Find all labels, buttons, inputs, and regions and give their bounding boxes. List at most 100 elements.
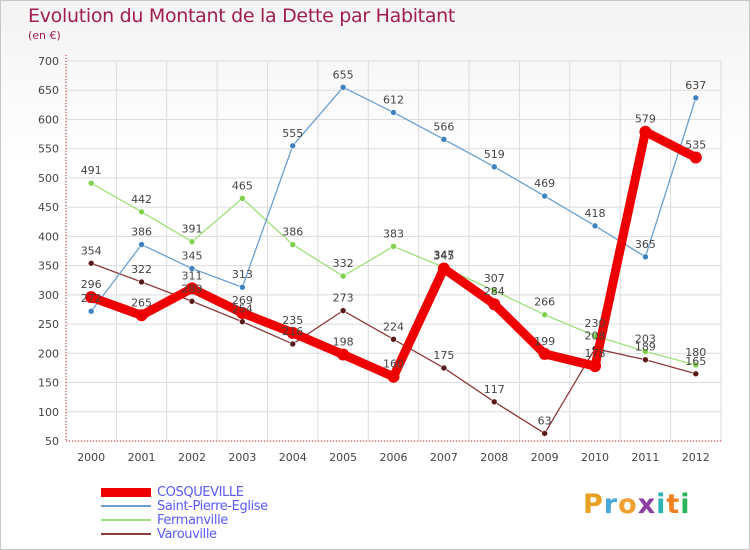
proxiti-logo: Proxiti xyxy=(583,489,691,520)
data-point xyxy=(387,370,400,383)
data-point xyxy=(188,238,196,245)
data-point xyxy=(390,335,397,343)
data-point xyxy=(185,282,198,295)
legend-swatch-saint-pierre-eglise xyxy=(101,505,151,507)
legend-swatch-cosqueville xyxy=(101,487,151,497)
y-tick-label: 700 xyxy=(38,55,59,68)
data-point xyxy=(440,364,448,372)
data-label: 272 xyxy=(81,292,102,305)
y-tick-label: 600 xyxy=(38,113,59,126)
logo-letter: P xyxy=(583,489,604,520)
data-point xyxy=(339,272,347,280)
data-point xyxy=(390,109,397,116)
y-tick-label: 350 xyxy=(38,260,59,273)
data-label: 117 xyxy=(484,383,505,396)
data-point xyxy=(87,307,95,315)
data-point xyxy=(339,84,347,91)
data-label: 469 xyxy=(534,177,555,190)
data-point xyxy=(490,287,498,295)
data-point xyxy=(87,259,95,267)
x-tick-label: 2004 xyxy=(279,451,307,464)
y-tick-label: 650 xyxy=(38,84,59,97)
data-point xyxy=(87,179,95,187)
data-label: 296 xyxy=(81,278,102,291)
x-tick-label: 2012 xyxy=(682,451,710,464)
data-point xyxy=(541,311,548,319)
data-label: 289 xyxy=(181,282,202,295)
legend-label-saint-pierre-eglise: Saint-Pierre-Eglise xyxy=(157,498,268,514)
data-label: 208 xyxy=(585,330,606,343)
logo-letter: r xyxy=(603,489,619,520)
data-point xyxy=(286,326,299,339)
data-label: 224 xyxy=(383,320,404,333)
data-label: 332 xyxy=(333,257,354,270)
x-tick-label: 2001 xyxy=(128,451,156,464)
data-point xyxy=(138,241,145,248)
data-label: 178 xyxy=(585,347,606,360)
data-label: 612 xyxy=(383,93,404,106)
data-label: 391 xyxy=(181,223,202,236)
data-point xyxy=(390,243,397,250)
legend-label-cosqueville: COSQUEVILLE xyxy=(157,484,244,500)
data-point xyxy=(642,253,649,261)
logo-letter: x xyxy=(637,489,657,520)
y-tick-label: 400 xyxy=(38,230,59,243)
legend-swatch-fermanville xyxy=(101,519,151,521)
data-point xyxy=(440,136,448,143)
data-label: 386 xyxy=(131,226,152,239)
data-point xyxy=(236,306,249,319)
y-tick-label: 300 xyxy=(38,289,59,302)
data-point xyxy=(437,262,450,275)
legend-item-varouville: Varouville xyxy=(101,526,268,542)
data-label: 284 xyxy=(484,285,505,298)
data-point xyxy=(642,356,649,364)
data-point xyxy=(490,398,498,406)
data-label: 63 xyxy=(538,414,552,427)
data-label: 216 xyxy=(282,325,303,338)
y-tick-label: 450 xyxy=(38,201,59,214)
data-point xyxy=(135,309,148,322)
chart-unit-subtitle: (en €) xyxy=(28,29,61,42)
legend-label-varouville: Varouville xyxy=(157,526,217,542)
data-label: 555 xyxy=(282,127,303,140)
chart-title: Evolution du Montant de la Dette par Hab… xyxy=(28,5,456,27)
data-label: 189 xyxy=(635,341,656,354)
data-point xyxy=(689,151,702,164)
x-tick-label: 2003 xyxy=(228,451,256,464)
x-tick-label: 2009 xyxy=(531,451,559,464)
logo-letter: i xyxy=(680,489,691,520)
data-label: 198 xyxy=(333,335,354,348)
data-point xyxy=(490,163,498,171)
data-label: 386 xyxy=(282,226,303,239)
data-point xyxy=(289,340,297,348)
data-point xyxy=(692,370,700,378)
data-point xyxy=(339,307,347,314)
data-label: 322 xyxy=(131,263,152,276)
data-label: 383 xyxy=(383,227,404,240)
data-label: 345 xyxy=(181,250,202,263)
data-label: 160 xyxy=(383,358,404,371)
data-label: 273 xyxy=(333,292,354,305)
y-tick-label: 250 xyxy=(38,318,59,331)
logo-letter: t xyxy=(666,489,681,520)
data-label: 266 xyxy=(534,296,555,309)
x-tick-label: 2005 xyxy=(329,451,357,464)
y-tick-label: 50 xyxy=(45,435,59,448)
data-point xyxy=(589,360,602,373)
x-tick-label: 2006 xyxy=(380,451,408,464)
data-point xyxy=(289,241,297,248)
data-label: 365 xyxy=(635,238,656,251)
data-label: 307 xyxy=(484,272,505,285)
data-point xyxy=(337,348,350,361)
logo-letter: i xyxy=(656,489,667,520)
data-point xyxy=(239,283,246,291)
legend-label-fermanville: Fermanville xyxy=(157,512,228,528)
data-label: 203 xyxy=(635,333,656,346)
y-tick-label: 200 xyxy=(38,347,59,360)
data-point xyxy=(289,142,297,150)
data-point xyxy=(541,430,548,437)
data-label: 235 xyxy=(282,314,303,327)
data-point xyxy=(239,195,246,202)
x-tick-label: 2002 xyxy=(178,451,206,464)
